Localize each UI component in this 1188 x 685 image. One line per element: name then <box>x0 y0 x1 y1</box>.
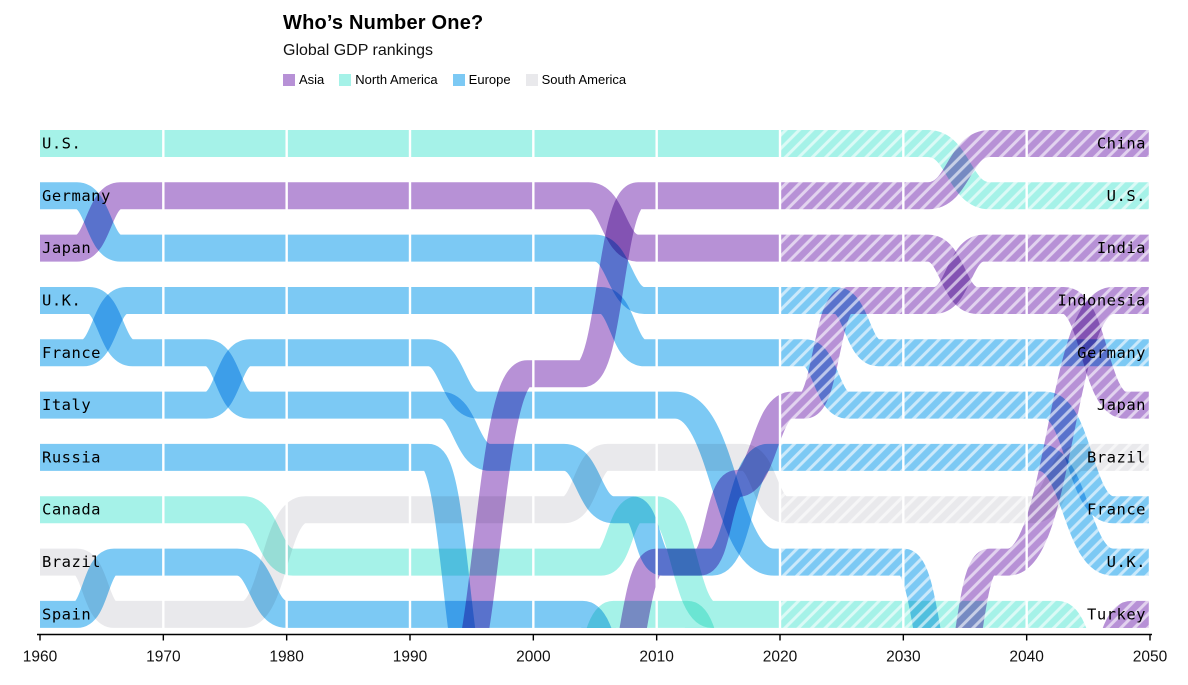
right-label-brazil: Brazil <box>1087 448 1146 466</box>
legend-label-north-america: North America <box>355 72 438 87</box>
band-mexico <box>586 600 715 628</box>
chart-legend: Asia North America Europe South America <box>283 72 626 87</box>
legend-item-south-america: South America <box>525 72 627 87</box>
right-label-uk: U.K. <box>1107 553 1146 571</box>
legend-label-asia: Asia <box>299 72 325 87</box>
legend-item-north-america: North America <box>339 72 438 87</box>
x-axis-label-2010: 2010 <box>639 649 674 666</box>
legend-label-europe: Europe <box>468 72 511 87</box>
x-axis-label-2000: 2000 <box>516 649 551 666</box>
left-label-france: France <box>42 344 101 362</box>
legend-swatch-asia <box>283 73 295 86</box>
chart-header: Who’s Number One? Global GDP rankings As… <box>283 12 626 87</box>
right-label-india: India <box>1097 239 1146 257</box>
left-label-japan: Japan <box>42 239 91 257</box>
x-axis-label-1970: 1970 <box>146 649 181 666</box>
left-label-spain: Spain <box>42 605 91 623</box>
forecast-hatch-overlay <box>780 117 1152 628</box>
right-label-france: France <box>1087 501 1146 519</box>
x-axis-label-2020: 2020 <box>763 649 798 666</box>
right-label-indonesia: Indonesia <box>1058 291 1147 309</box>
left-label-germany: Germany <box>42 187 111 205</box>
x-axis-label-1980: 1980 <box>269 649 304 666</box>
chart-subtitle: Global GDP rankings <box>283 42 433 59</box>
x-axis-label-2050: 2050 <box>1133 649 1168 666</box>
left-label-russia: Russia <box>42 448 101 466</box>
legend-item-europe: Europe <box>452 72 511 87</box>
left-label-canada: Canada <box>42 501 101 519</box>
x-axis-label-1990: 1990 <box>393 649 428 666</box>
legend-swatch-europe <box>452 73 465 86</box>
chart-title: Who’s Number One? <box>283 12 484 34</box>
right-label-turkey: Turkey <box>1087 605 1146 623</box>
legend-swatch-south-america <box>525 73 538 86</box>
right-label-china: China <box>1097 135 1146 153</box>
left-label-us: U.S. <box>42 135 81 153</box>
band-spain <box>40 548 612 628</box>
right-label-us: U.S. <box>1107 187 1146 205</box>
legend-label-south-america: South America <box>541 72 627 87</box>
right-label-germany: Germany <box>1077 344 1146 362</box>
left-label-italy: Italy <box>42 396 91 414</box>
legend-swatch-north-america <box>339 73 352 86</box>
legend-item-asia: Asia <box>283 72 324 87</box>
x-axis-label-2030: 2030 <box>886 649 921 666</box>
right-label-japan: Japan <box>1097 396 1146 414</box>
left-label-uk: U.K. <box>42 291 81 309</box>
x-axis-label-1960: 1960 <box>23 649 58 666</box>
left-label-brazil: Brazil <box>42 553 101 571</box>
x-axis-label-2040: 2040 <box>1009 649 1044 666</box>
